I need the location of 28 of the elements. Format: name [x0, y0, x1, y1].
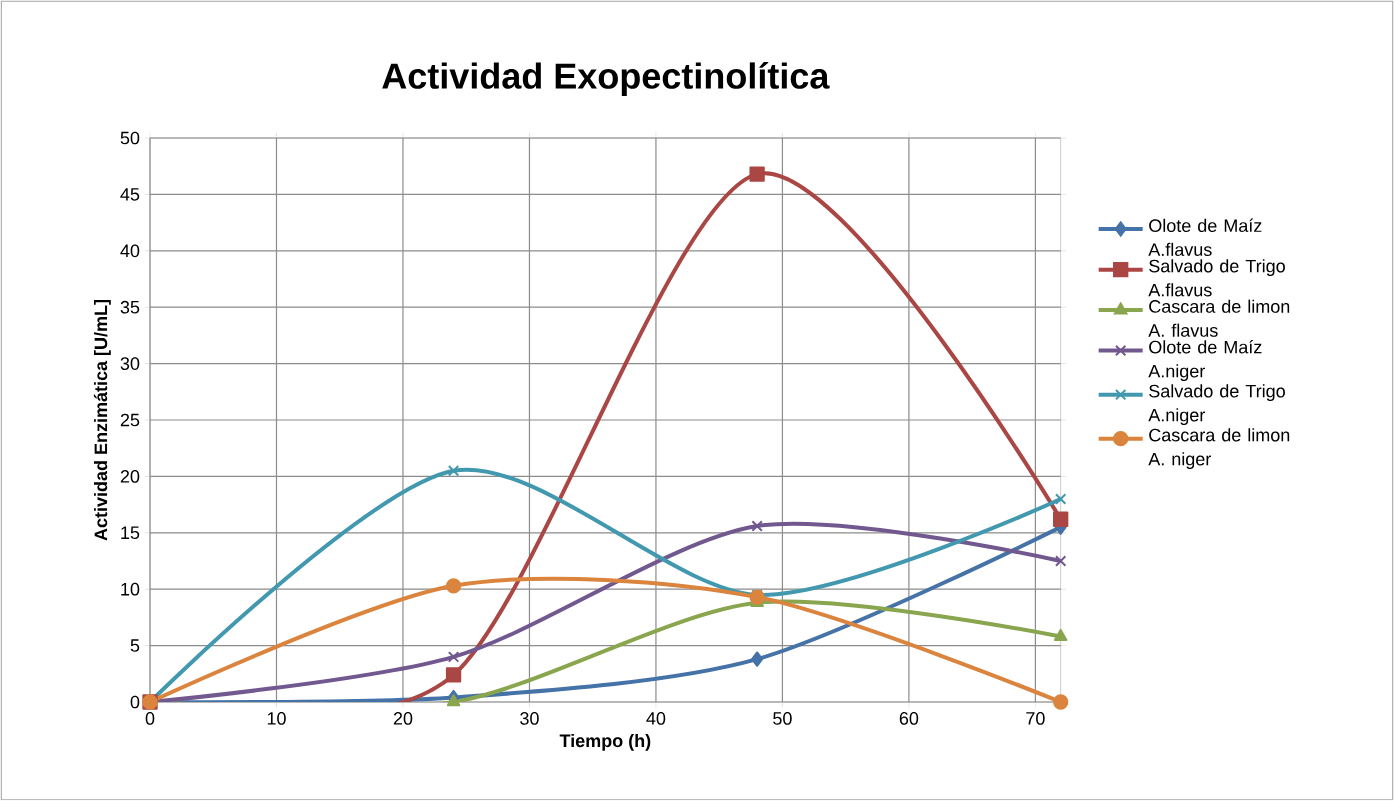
legend-label: Olote de Maíz A.flavus [1148, 218, 1262, 257]
y-tick-label: 20 [120, 470, 140, 483]
y-tick-label: 0 [130, 695, 140, 709]
x-tick-label: 70 [1026, 712, 1045, 725]
legend-label: Cascara de limon A. niger [1148, 428, 1290, 470]
chart-title: Actividad Exopectinolítica [382, 62, 830, 96]
legend-label: Salvado de Trigo A.niger [1148, 384, 1285, 426]
x-tick-label: 60 [899, 712, 919, 725]
y-tick-label: 35 [120, 300, 140, 314]
x-axis-title: Tiempo (h) [559, 733, 651, 751]
x-tick-label: 10 [267, 712, 286, 725]
legend-label: Cascara de limon A. flavus [1148, 299, 1290, 337]
y-axis-title: Actividad Enzimática [U/mL] [93, 300, 111, 541]
x-tick-label: 30 [520, 712, 539, 725]
x-tick-label: 50 [773, 712, 792, 725]
y-tick-label: 25 [120, 413, 140, 427]
y-tick-label: 5 [130, 639, 140, 652]
y-tick-label: 50 [120, 131, 140, 145]
legend-label: Olote de Maíz A.niger [1148, 340, 1262, 382]
x-tick-label: 40 [646, 712, 666, 725]
legend-label: Salvado de Trigo A.flavus [1148, 259, 1285, 297]
y-tick-label: 30 [120, 357, 140, 370]
y-tick-label: 45 [120, 188, 140, 201]
x-tick-label: 0 [145, 712, 155, 725]
y-tick-label: 15 [121, 526, 140, 540]
x-tick-label: 20 [393, 712, 413, 725]
y-tick-label: 40 [120, 244, 140, 258]
y-tick-label: 10 [121, 582, 140, 596]
